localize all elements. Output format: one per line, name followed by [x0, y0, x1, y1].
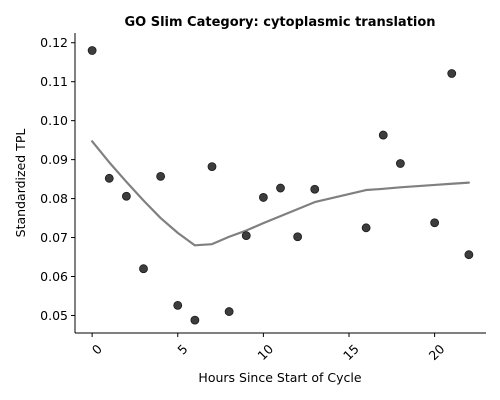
y-axis-label: Standardized TPL [13, 129, 28, 238]
x-tick-label: 20 [426, 341, 448, 363]
y-tick-label: 0.08 [40, 191, 68, 206]
y-tick-label: 0.09 [40, 152, 68, 167]
trend-line [91, 140, 470, 247]
data-point [464, 250, 474, 260]
y-tick-label: 0.05 [40, 308, 68, 323]
data-point [361, 223, 371, 233]
data-point [241, 231, 251, 241]
data-point [258, 193, 268, 202]
y-tick-label: 0.06 [40, 269, 68, 284]
data-point [173, 300, 183, 310]
y-tick-label: 0.07 [40, 230, 68, 245]
data-point [104, 173, 114, 183]
data-point [276, 183, 285, 193]
x-tick-label: 10 [254, 341, 276, 363]
x-axis-label: Hours Since Start of Cycle [198, 370, 361, 385]
data-point [156, 171, 166, 181]
chart-title: GO Slim Category: cytoplasmic translatio… [124, 15, 435, 30]
data-point [190, 315, 200, 325]
data-point [139, 264, 148, 274]
y-tick-label: 0.11 [40, 74, 68, 89]
data-point [430, 218, 440, 228]
data-point [310, 184, 320, 194]
data-point [121, 191, 131, 201]
data-point [224, 307, 234, 316]
ticks: 0 5 10 15 20 0.05 0.06 0.07 0.08 0.09 0.10 0.11 0.12 [40, 35, 447, 363]
data-point [447, 69, 457, 78]
x-tick-label: 5 [174, 341, 190, 357]
x-tick-label: 15 [340, 341, 362, 363]
data-point [87, 46, 97, 55]
y-tick-label: 0.10 [40, 113, 68, 128]
x-tick-label: 0 [89, 341, 105, 357]
data-point [293, 232, 303, 242]
axes [74, 33, 486, 334]
data-point [378, 130, 388, 140]
data-point [207, 162, 217, 172]
y-tick-label: 0.12 [40, 35, 68, 50]
plot-area [87, 46, 474, 325]
data-point [395, 159, 405, 168]
